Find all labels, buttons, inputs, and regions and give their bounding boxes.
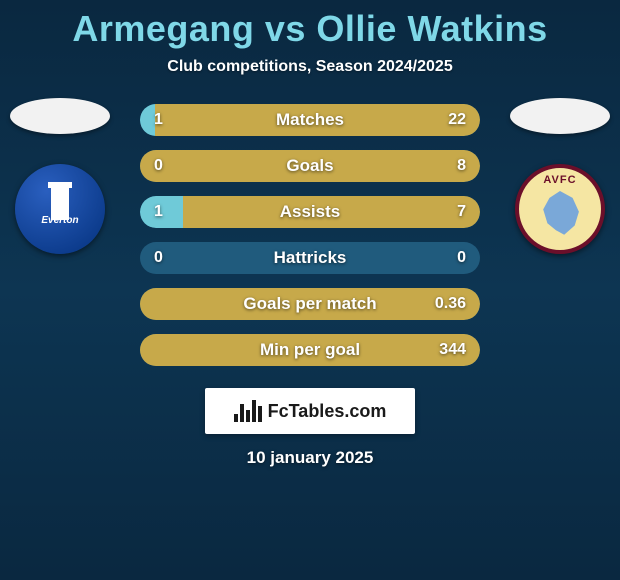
brand-text: FcTables.com xyxy=(268,401,387,422)
stat-label: Min per goal xyxy=(260,340,360,360)
stat-row: 1 7 Assists xyxy=(140,196,480,228)
player-a-crest xyxy=(15,164,105,254)
player-a-column xyxy=(10,98,110,254)
stat-value-b: 344 xyxy=(439,341,466,359)
stat-value-b: 22 xyxy=(448,111,466,129)
player-a-flag xyxy=(10,98,110,134)
stat-label: Goals per match xyxy=(243,294,376,314)
stat-value-b: 0.36 xyxy=(435,295,466,313)
stat-row: 0 8 Goals xyxy=(140,150,480,182)
player-b-flag xyxy=(510,98,610,134)
brand-logo: FcTables.com xyxy=(205,388,415,434)
stat-row: 0 0 Hattricks xyxy=(140,242,480,274)
player-b-column xyxy=(510,98,610,254)
stat-value-a: 1 xyxy=(154,203,163,221)
stat-row: 0.36 Goals per match xyxy=(140,288,480,320)
stat-value-a: 0 xyxy=(154,249,163,267)
stat-rows: 1 22 Matches 0 8 Goals 1 7 Assists 0 0 Hattricks 0.3… xyxy=(140,104,480,366)
avfc-lion-icon xyxy=(539,191,581,237)
date-text: 10 january 2025 xyxy=(0,448,620,468)
stat-value-b: 8 xyxy=(457,157,466,175)
subtitle: Club competitions, Season 2024/2025 xyxy=(0,58,620,76)
player-b-crest xyxy=(515,164,605,254)
stat-label: Hattricks xyxy=(274,248,347,268)
stat-row: 1 22 Matches xyxy=(140,104,480,136)
stat-label: Goals xyxy=(286,156,333,176)
stat-fill-a xyxy=(140,104,155,136)
stat-value-b: 0 xyxy=(457,249,466,267)
stat-label: Assists xyxy=(280,202,340,222)
stat-value-b: 7 xyxy=(457,203,466,221)
page-title: Armegang vs Ollie Watkins xyxy=(0,0,620,50)
stat-value-a: 1 xyxy=(154,111,163,129)
stat-label: Matches xyxy=(276,110,344,130)
stat-value-a: 0 xyxy=(154,157,163,175)
stat-row: 344 Min per goal xyxy=(140,334,480,366)
everton-tower-icon xyxy=(51,188,69,220)
comparison-panel: 1 22 Matches 0 8 Goals 1 7 Assists 0 0 Hattricks 0.3… xyxy=(0,104,620,366)
chart-bars-icon xyxy=(234,400,262,422)
